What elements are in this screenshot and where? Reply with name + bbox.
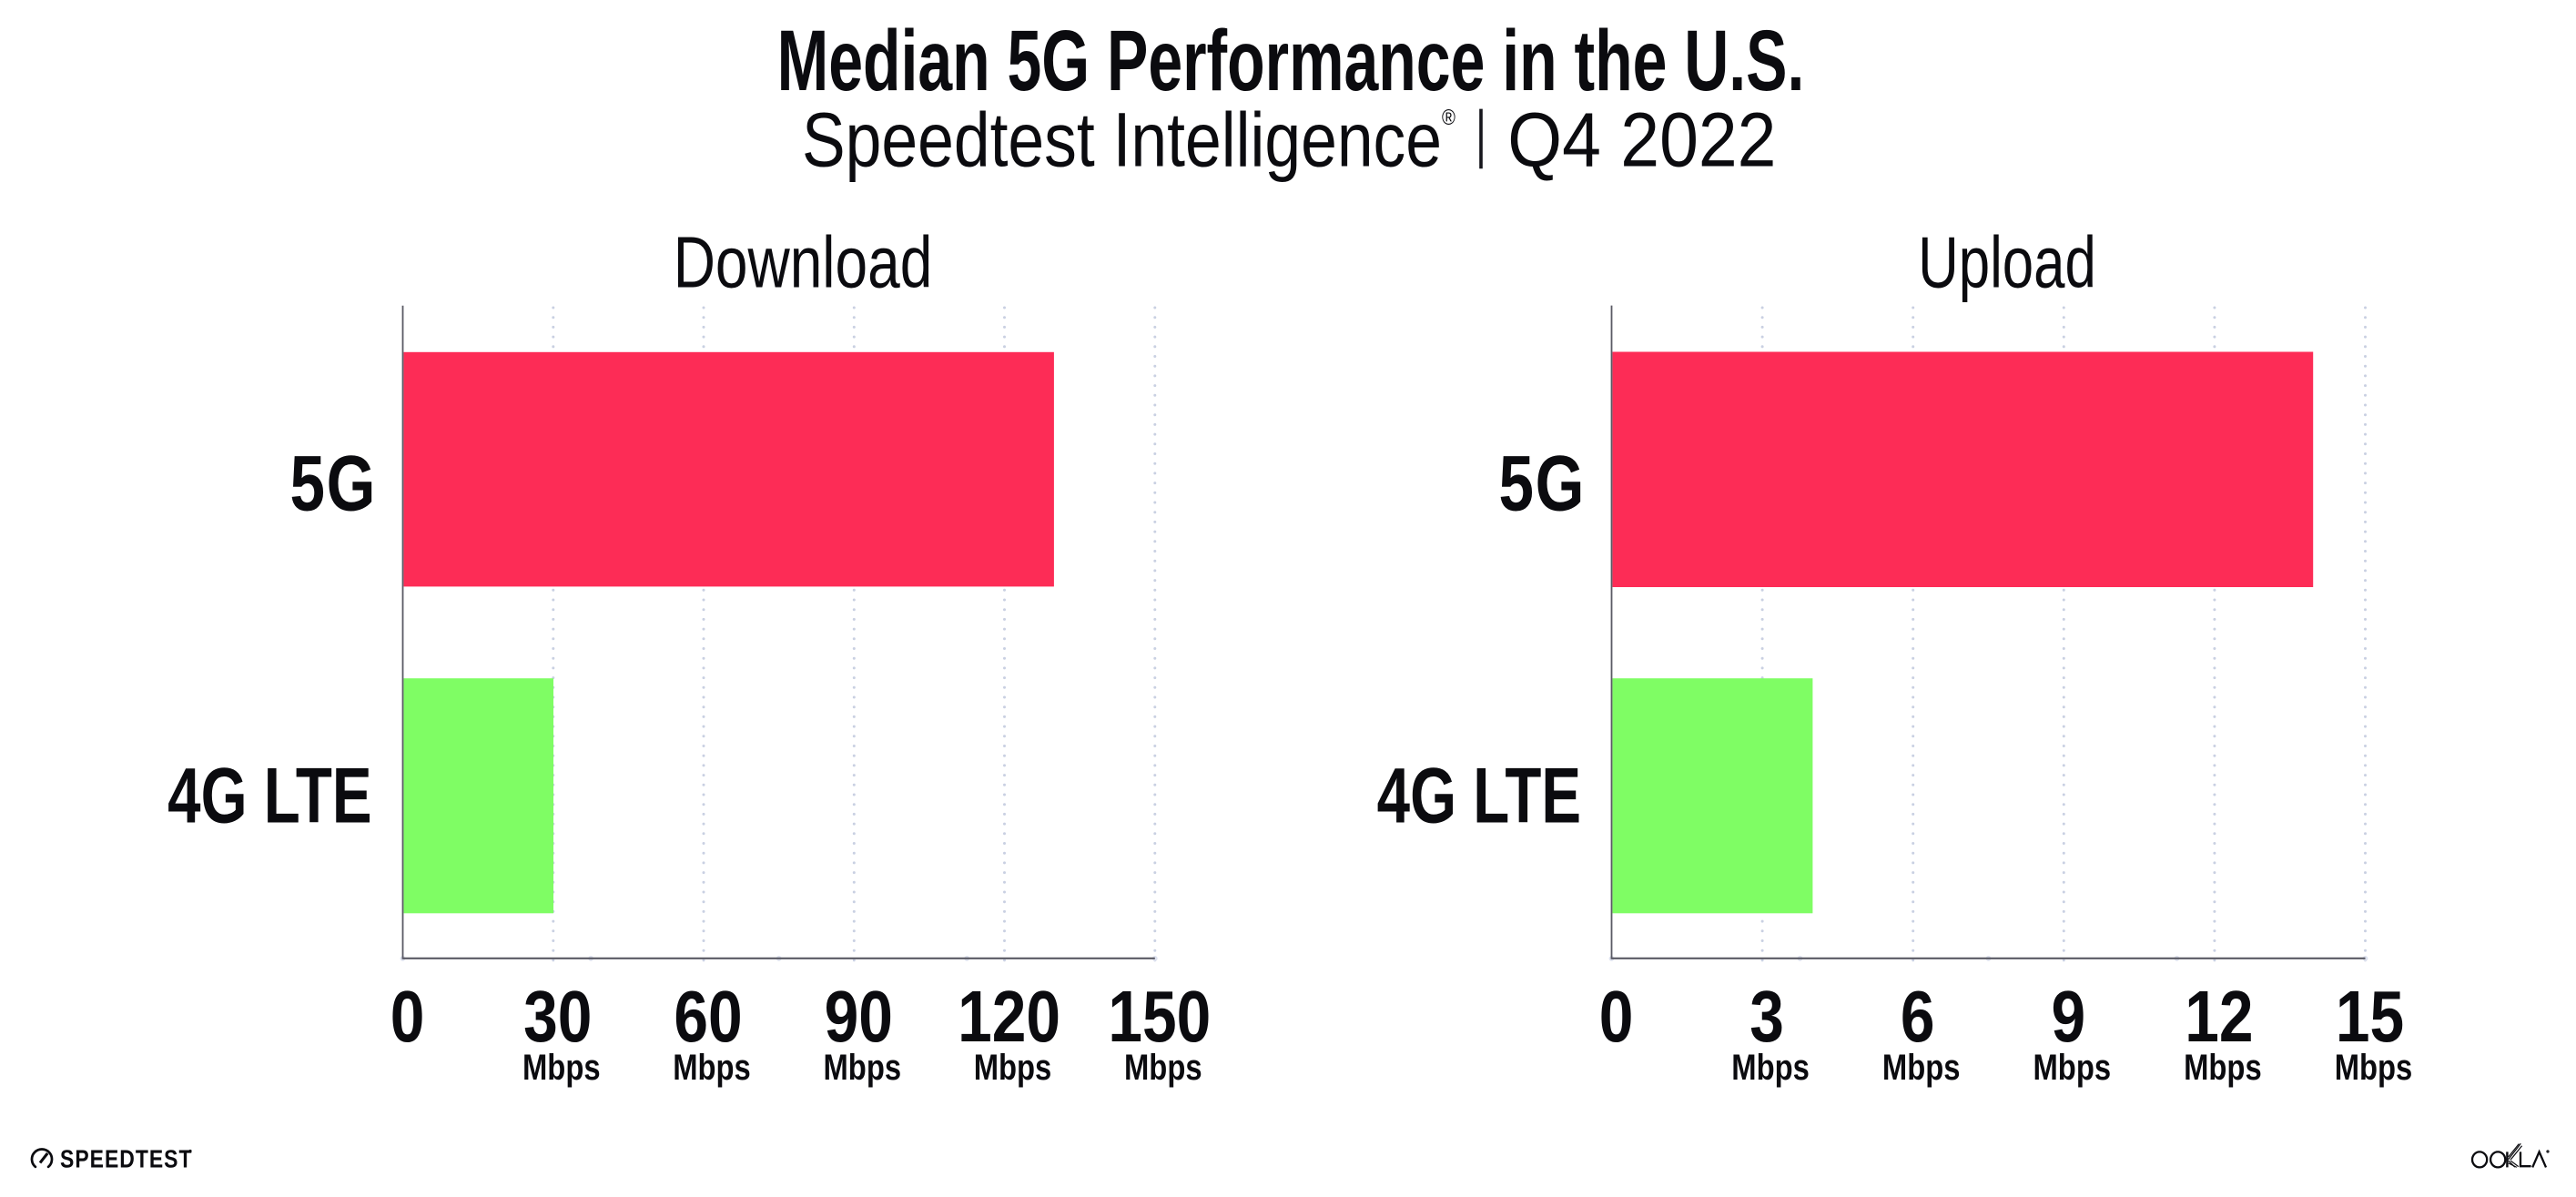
svg-text:4G LTE: 4G LTE — [167, 753, 371, 840]
svg-text:Mbps: Mbps — [673, 1047, 751, 1088]
svg-text:Upload: Upload — [1918, 222, 2096, 304]
svg-text:Median 5G Performance in the U: Median 5G Performance in the U.S. — [777, 14, 1805, 108]
svg-text:0: 0 — [390, 976, 425, 1057]
svg-text:®: ® — [1442, 105, 1455, 129]
svg-text:5G: 5G — [1499, 439, 1586, 527]
svg-text:0: 0 — [1599, 976, 1634, 1057]
svg-text:Speedtest Intelligence: Speedtest Intelligence — [802, 96, 1442, 183]
svg-text:Mbps: Mbps — [1882, 1047, 1961, 1088]
svg-text:60: 60 — [674, 976, 742, 1057]
svg-text:120: 120 — [958, 976, 1060, 1057]
svg-text:9: 9 — [2051, 976, 2085, 1057]
svg-text:Mbps: Mbps — [522, 1047, 601, 1088]
svg-text:Q4 2022: Q4 2022 — [1507, 97, 1776, 183]
svg-text:150: 150 — [1108, 976, 1211, 1057]
svg-text:6: 6 — [1901, 976, 1935, 1057]
svg-text:5G: 5G — [290, 439, 377, 527]
svg-text:SPEEDTEST: SPEEDTEST — [60, 1146, 193, 1173]
svg-text:12: 12 — [2185, 976, 2253, 1057]
svg-text:3: 3 — [1749, 976, 1784, 1057]
svg-text:Mbps: Mbps — [823, 1047, 901, 1088]
svg-text:4G LTE: 4G LTE — [1377, 753, 1581, 840]
svg-text:15: 15 — [2336, 976, 2404, 1057]
svg-text:30: 30 — [523, 976, 592, 1057]
svg-text:Mbps: Mbps — [2335, 1047, 2413, 1088]
svg-text:Mbps: Mbps — [2184, 1047, 2262, 1088]
svg-text:Mbps: Mbps — [2033, 1047, 2111, 1088]
svg-text:Download: Download — [674, 222, 933, 303]
svg-text:90: 90 — [825, 976, 893, 1057]
svg-text:Mbps: Mbps — [1731, 1047, 1810, 1088]
svg-text:Mbps: Mbps — [1124, 1047, 1202, 1088]
svg-text:Mbps: Mbps — [974, 1047, 1052, 1088]
